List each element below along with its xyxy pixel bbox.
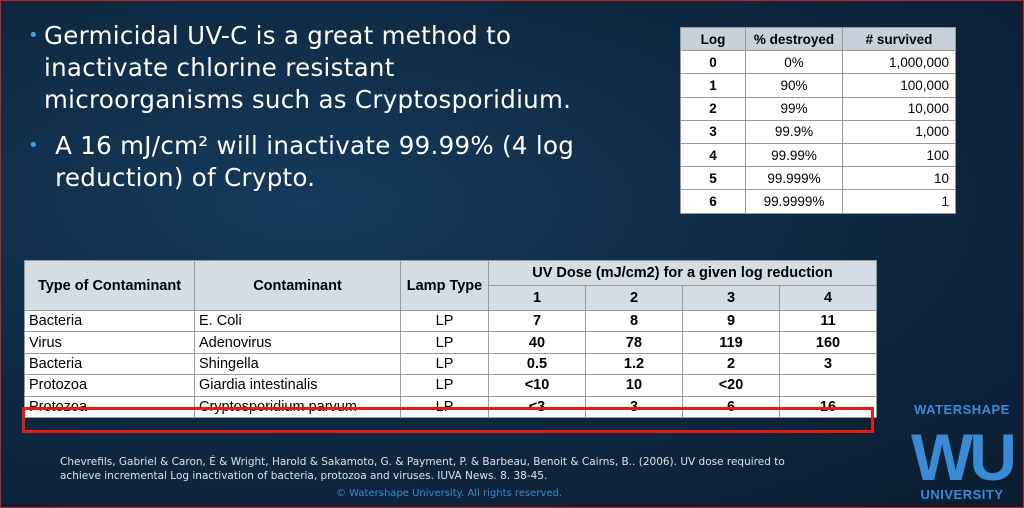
column-header: % destroyed [745, 26, 843, 52]
table-cell: 0 [680, 50, 746, 75]
dose-cell: 0.5 [488, 352, 586, 376]
table-cell: 1 [680, 73, 746, 98]
column-header: Log [680, 26, 746, 52]
dose-cell: 3 [585, 395, 683, 418]
table-cell: 0% [745, 50, 843, 75]
table-cell: 99.9% [745, 119, 843, 144]
dose-cell: <20 [682, 374, 780, 397]
table-cell: 2 [680, 96, 746, 121]
bullet-text: A 16 mJ/cm² will inactivate 99.99% (4 lo… [55, 131, 575, 192]
dose-cell: 78 [585, 331, 683, 354]
column-header-contaminant: Contaminant [194, 260, 401, 311]
log-column-header: 1 [488, 285, 586, 311]
bullet-item: • A 16 mJ/cm² will inactivate 99.99% (4 … [28, 130, 588, 194]
dose-cell: 2 [682, 352, 780, 376]
log-column-header: 3 [682, 285, 780, 311]
table-row: 3 99.9% 1,000 [680, 119, 956, 144]
table-row: Bacteria E. Coli LP 7 8 9 11 [24, 309, 877, 333]
table-cell: 99.9999% [745, 189, 843, 214]
table-cell: 1,000 [842, 119, 956, 144]
dose-cell: 40 [488, 331, 586, 354]
table-row: 2 99% 10,000 [680, 96, 956, 121]
dose-cell: 1.2 [585, 352, 683, 376]
dose-cell: <3 [488, 395, 586, 418]
log-column-header: 4 [779, 285, 877, 311]
column-header: # survived [842, 26, 956, 52]
citation-text: Chevrefils, Gabriel & Caron, É & Wright,… [60, 456, 785, 482]
lamp-cell: LP [400, 395, 489, 418]
table-cell: 3 [680, 119, 746, 144]
column-header-lamp: Lamp Type [400, 260, 489, 311]
dose-cell: 8 [585, 309, 683, 333]
lamp-cell: LP [400, 374, 489, 397]
table-row: Protozoa Cryptosporidium parvum LP <3 3 … [24, 395, 877, 418]
bullet-item: • Germicidal UV-C is a great method to i… [28, 20, 588, 116]
table-row: Protozoa Giardia intestinalis LP <10 10 … [24, 374, 877, 397]
bullet-dot-icon: • [28, 135, 39, 156]
table-cell: 1 [842, 189, 956, 214]
lamp-cell: LP [400, 309, 489, 333]
table-cell: 99% [745, 96, 843, 121]
dose-cell: 9 [682, 309, 780, 333]
table-cell: 10,000 [842, 96, 956, 121]
dose-cell: 3 [779, 352, 877, 376]
type-cell: Protozoa [24, 395, 195, 418]
dose-cell: 11 [779, 309, 877, 333]
table-header-row: Type of Contaminant Contaminant Lamp Typ… [24, 260, 877, 311]
column-header-type: Type of Contaminant [24, 260, 195, 311]
uv-dose-table: Type of Contaminant Contaminant Lamp Typ… [24, 260, 877, 418]
log-reduction-table: Log % destroyed # survived 0 0% 1,000,000 … [680, 26, 956, 214]
dose-cell: <10 [488, 374, 586, 397]
table-header-row: Log % destroyed # survived [680, 26, 956, 52]
table-cell: 99.99% [745, 142, 843, 168]
dose-cell [779, 374, 877, 397]
dose-cell: 119 [682, 331, 780, 354]
table-row: Virus Adenovirus LP 40 78 119 160 [24, 331, 877, 354]
table-cell: 100,000 [842, 73, 956, 98]
contaminant-cell: Shingella [194, 352, 401, 376]
table-cell: 100 [842, 142, 956, 168]
bullet-list: • Germicidal UV-C is a great method to i… [28, 20, 588, 208]
table-cell: 1,000,000 [842, 50, 956, 75]
bullet-text: Germicidal UV-C is a great method to ina… [43, 21, 572, 114]
bullet-dot-icon: • [28, 25, 39, 46]
dose-cell: 16 [779, 395, 877, 418]
table-row: 6 99.9999% 1 [680, 189, 956, 214]
table-row: 4 99.99% 100 [680, 142, 956, 168]
lamp-cell: LP [400, 352, 489, 376]
column-header-dose: UV Dose (mJ/cm2) for a given log reducti… [488, 260, 877, 286]
logo-bottom-text: UNIVERSITY [920, 487, 1003, 502]
logo-mark-text: WU [911, 420, 1013, 494]
table-row: 0 0% 1,000,000 [680, 50, 956, 75]
highlight-box [22, 407, 874, 433]
table-cell: 99.999% [745, 166, 843, 191]
table-cell: 5 [680, 166, 746, 191]
table-cell: 10 [842, 166, 956, 191]
type-cell: Virus [24, 331, 195, 354]
dose-cell: 160 [779, 331, 877, 354]
table-cell: 6 [680, 189, 746, 214]
table-row: 1 90% 100,000 [680, 73, 956, 98]
type-cell: Protozoa [24, 374, 195, 397]
contaminant-cell: Giardia intestinalis [194, 374, 401, 397]
log-column-header: 2 [585, 285, 683, 311]
dose-cell: 10 [585, 374, 683, 397]
copyright-text: © Watershape University. All rights rese… [336, 488, 563, 499]
table-cell: 4 [680, 142, 746, 168]
type-cell: Bacteria [24, 352, 195, 376]
table-cell: 90% [745, 73, 843, 98]
logo-top-text: WATERSHAPE [914, 402, 1010, 417]
contaminant-cell: Cryptosporidium parvum [194, 395, 401, 418]
type-cell: Bacteria [24, 309, 195, 333]
contaminant-cell: Adenovirus [194, 331, 401, 354]
table-row: Bacteria Shingella LP 0.5 1.2 2 3 [24, 352, 877, 376]
lamp-cell: LP [400, 331, 489, 354]
table-row: 5 99.999% 10 [680, 166, 956, 191]
watershape-logo: WATERSHAPE WU UNIVERSITY [911, 402, 1017, 502]
dose-cell: 7 [488, 309, 586, 333]
contaminant-cell: E. Coli [194, 309, 401, 333]
